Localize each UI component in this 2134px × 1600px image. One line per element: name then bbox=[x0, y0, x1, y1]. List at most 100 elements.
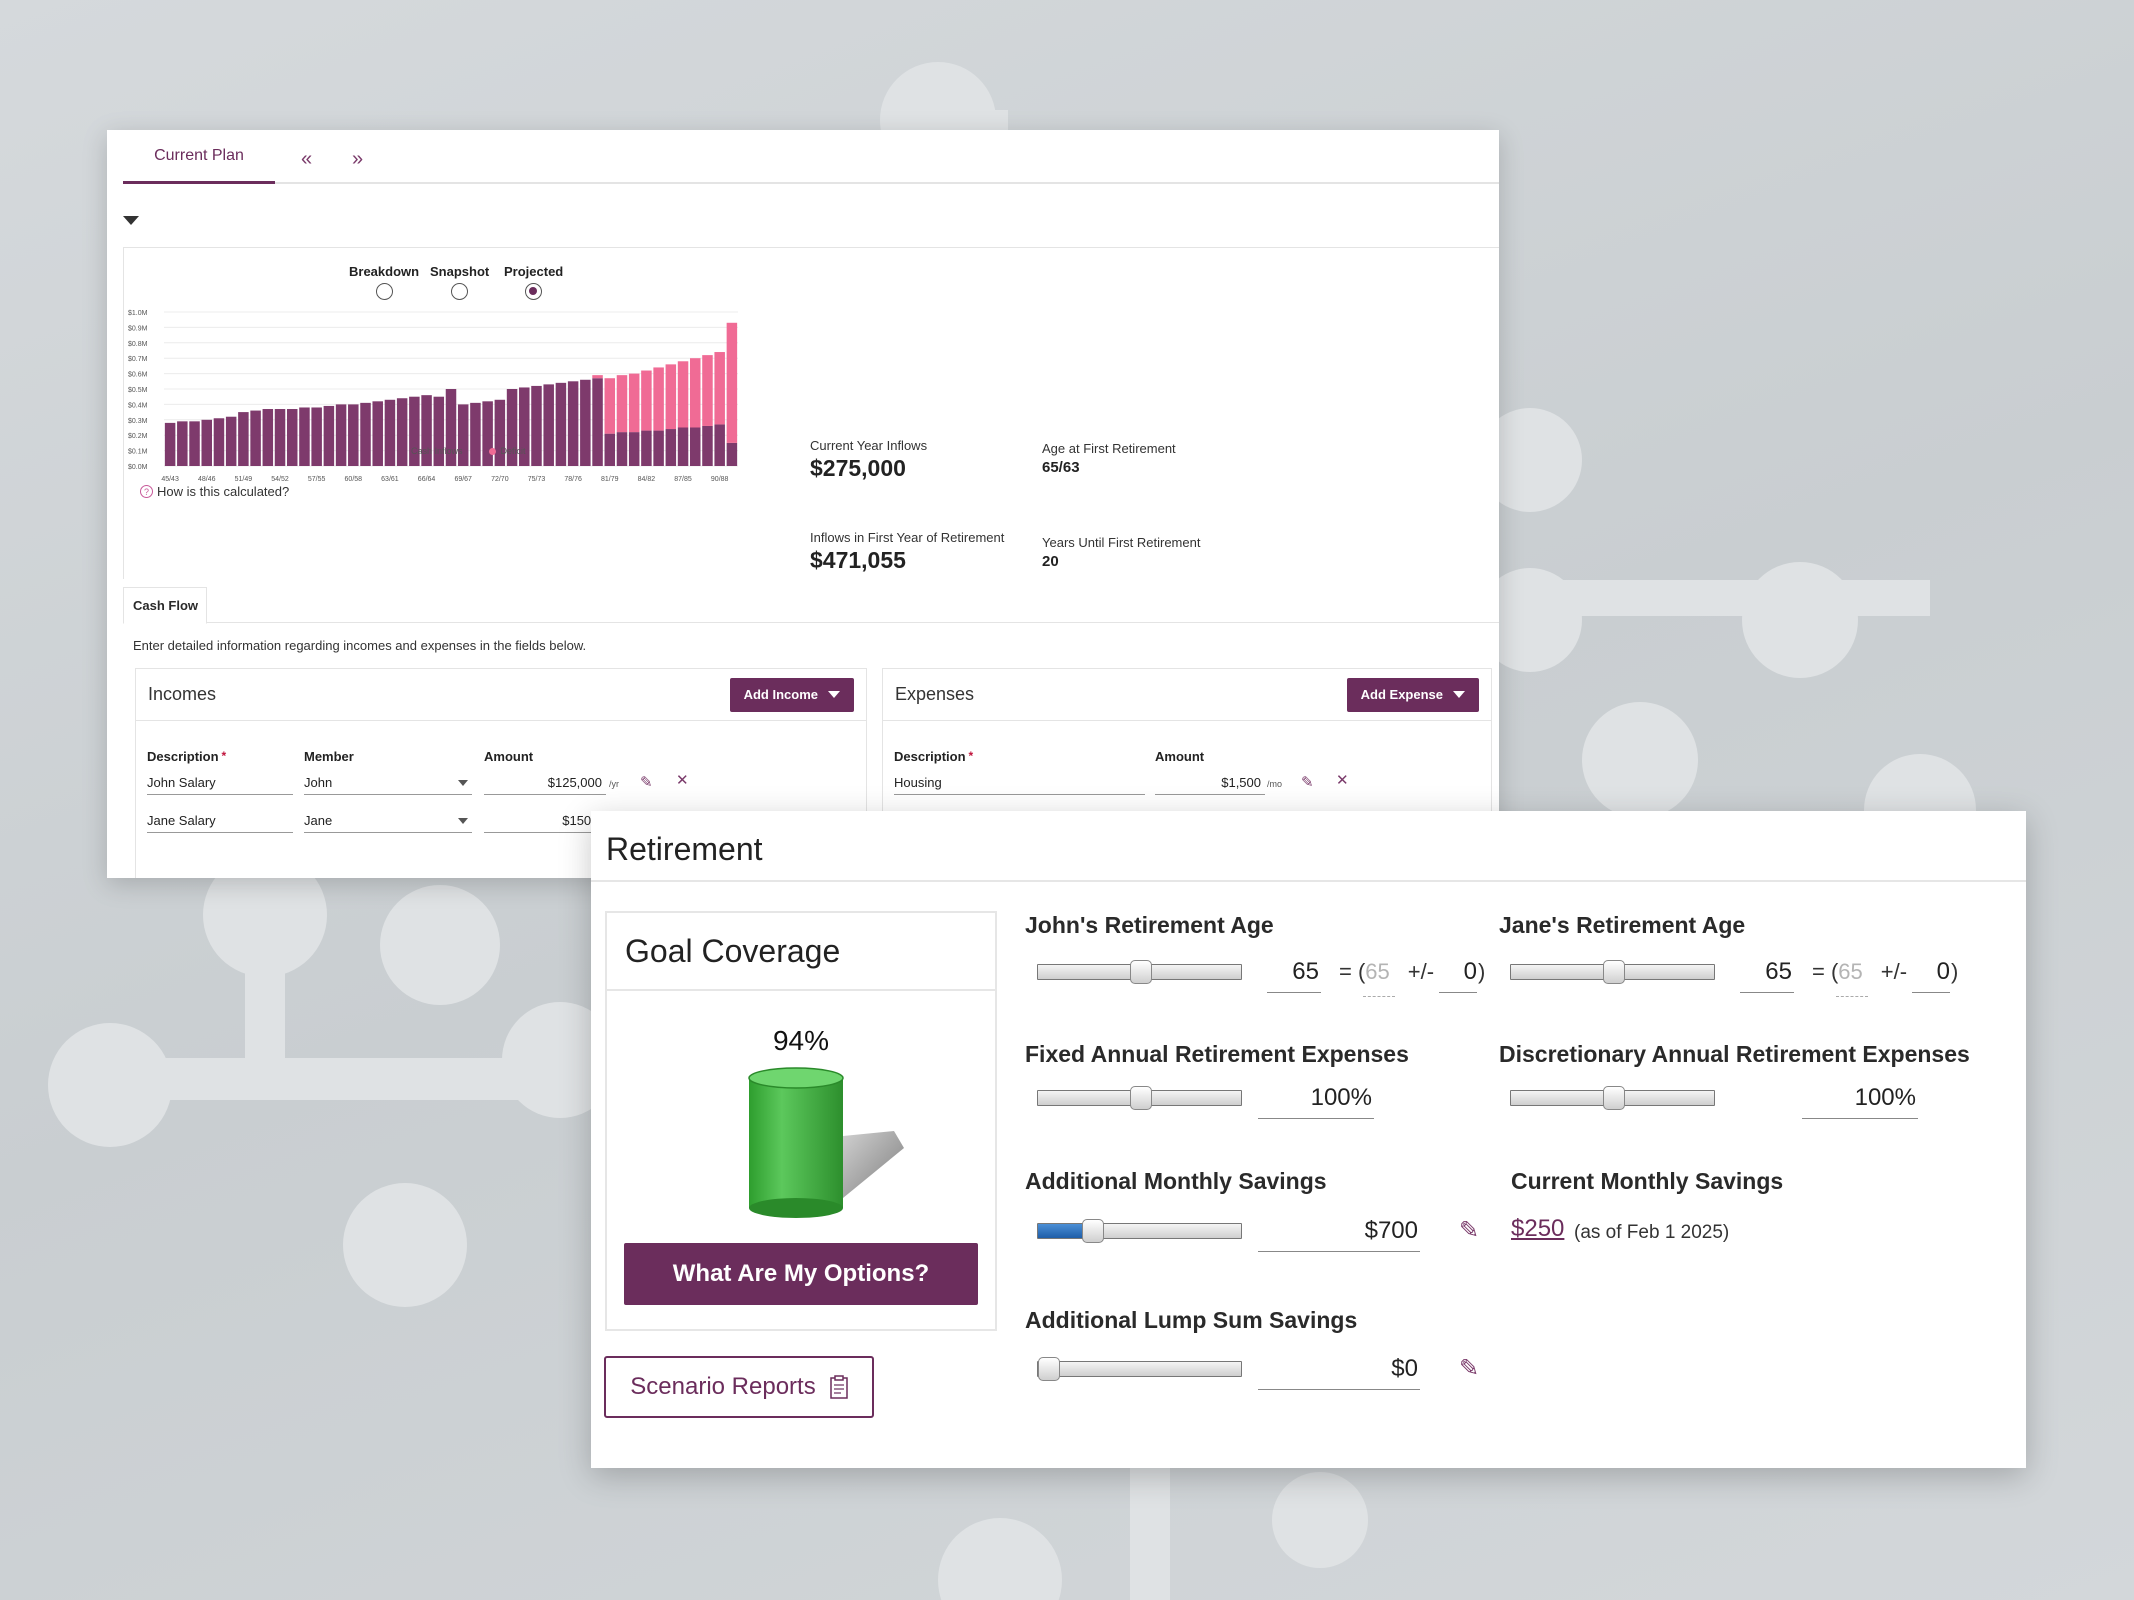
lump-sum-slider-handle[interactable] bbox=[1038, 1357, 1060, 1381]
edit-monthly-savings-icon[interactable]: ✎ bbox=[1459, 1217, 1480, 1244]
next-tab-icon[interactable]: » bbox=[352, 148, 364, 170]
col-amount: Amount bbox=[484, 749, 534, 764]
jane-age-base-underline bbox=[1836, 996, 1868, 997]
how-calculated-link[interactable]: ? How is this calculated? bbox=[140, 484, 289, 499]
radio-breakdown[interactable]: Breakdown bbox=[349, 264, 419, 300]
radio-snapshot-circle[interactable] bbox=[451, 283, 469, 300]
bar-deficit bbox=[702, 355, 713, 426]
bar-cash-inflows bbox=[335, 404, 347, 466]
radio-breakdown-label: Breakdown bbox=[349, 264, 420, 279]
income-member-select[interactable]: Jane bbox=[304, 809, 472, 833]
lump-sum-input[interactable]: $0 bbox=[1258, 1348, 1420, 1390]
edit-income-icon[interactable]: ✎ bbox=[640, 774, 653, 791]
bar-cash-inflows bbox=[384, 399, 396, 466]
chart-legend: Cash Inflows Deficit bbox=[399, 446, 526, 456]
help-icon: ? bbox=[140, 485, 153, 498]
jane-age-slider-handle[interactable] bbox=[1602, 960, 1625, 984]
monthly-savings-slider[interactable] bbox=[1037, 1219, 1242, 1243]
jane-age-slider[interactable] bbox=[1510, 960, 1715, 984]
inflows-first-year-value: $471,055 bbox=[810, 547, 906, 573]
john-age-equation: = (65 +/- bbox=[1339, 959, 1435, 984]
discretionary-expenses-input[interactable]: 100% bbox=[1802, 1077, 1918, 1119]
expense-description-input[interactable]: Housing bbox=[894, 771, 1145, 795]
monthly-savings-input[interactable]: $700 bbox=[1258, 1210, 1420, 1252]
bar-cash-inflows bbox=[726, 442, 738, 466]
lump-sum-slider[interactable] bbox=[1037, 1357, 1242, 1381]
collapse-caret-icon[interactable] bbox=[123, 216, 139, 225]
john-age-slider-handle[interactable] bbox=[1129, 960, 1152, 984]
radio-snapshot[interactable]: Snapshot bbox=[430, 264, 489, 300]
jane-age-adjust-input[interactable]: 0 bbox=[1912, 951, 1950, 993]
fixed-expenses-slider-handle[interactable] bbox=[1129, 1086, 1152, 1110]
add-expense-button[interactable]: Add Expense bbox=[1346, 677, 1479, 712]
bar-cash-inflows bbox=[628, 432, 640, 466]
bar-deficit bbox=[690, 358, 701, 428]
y-tick-label: $0.0M bbox=[128, 464, 148, 471]
x-tick-label: 75/73 bbox=[528, 476, 546, 483]
plan-tabs: Current Plan « » bbox=[123, 130, 1499, 184]
bar-cash-inflows bbox=[409, 396, 420, 466]
fixed-expenses-slider[interactable] bbox=[1037, 1086, 1242, 1110]
radio-projected[interactable]: Projected bbox=[504, 264, 563, 300]
delete-expense-icon[interactable]: ✕ bbox=[1336, 772, 1349, 789]
bar-cash-inflows bbox=[702, 425, 713, 466]
current-savings-label: Current Monthly Savings bbox=[1511, 1168, 1784, 1194]
age-first-retirement-value: 65/63 bbox=[1042, 459, 1080, 476]
caret-down-icon bbox=[1453, 691, 1465, 698]
bar-cash-inflows bbox=[323, 405, 335, 466]
expense-amount-input[interactable]: $1,500 bbox=[1155, 771, 1265, 795]
income-description-input[interactable]: Jane Salary bbox=[147, 809, 293, 833]
income-description-input[interactable]: John Salary bbox=[147, 771, 293, 795]
goal-coverage-title: Goal Coverage bbox=[607, 913, 995, 991]
document-icon bbox=[829, 1375, 848, 1399]
bar-cash-inflows bbox=[250, 410, 261, 466]
radio-projected-circle[interactable] bbox=[525, 283, 543, 300]
john-age-close-paren: ) bbox=[1478, 959, 1486, 984]
income-member-select[interactable]: John bbox=[304, 771, 472, 795]
delete-income-icon[interactable]: ✕ bbox=[676, 772, 689, 789]
radio-breakdown-circle[interactable] bbox=[375, 283, 393, 300]
john-age-input[interactable]: 65 bbox=[1267, 951, 1321, 993]
bar-cash-inflows bbox=[470, 402, 481, 466]
jane-age-input[interactable]: 65 bbox=[1740, 951, 1794, 993]
bar-deficit bbox=[677, 361, 689, 428]
fixed-expenses-input[interactable]: 100% bbox=[1258, 1077, 1374, 1119]
edit-expense-icon[interactable]: ✎ bbox=[1301, 774, 1314, 791]
monthly-savings-slider-handle[interactable] bbox=[1081, 1219, 1104, 1243]
income-amount-input[interactable]: $150,0 bbox=[484, 809, 606, 833]
income-amount-input[interactable]: $125,000 bbox=[484, 771, 606, 795]
discretionary-expenses-slider[interactable] bbox=[1510, 1086, 1715, 1110]
bar-cash-inflows bbox=[189, 421, 200, 466]
scenario-reports-label: Scenario Reports bbox=[630, 1373, 816, 1400]
x-tick-label: 87/85 bbox=[674, 476, 692, 483]
bar-deficit bbox=[714, 352, 725, 425]
expenses-box: Expenses Add Expense Description * Amount… bbox=[882, 668, 1492, 878]
john-age-slider[interactable] bbox=[1037, 960, 1242, 984]
tab-cash-flow[interactable]: Cash Flow bbox=[123, 587, 207, 624]
current-savings-link[interactable]: $250 bbox=[1511, 1215, 1565, 1242]
bar-cash-inflows bbox=[238, 412, 249, 466]
incomes-box: Incomes Add Income Description * Member A… bbox=[135, 668, 867, 878]
y-tick-label: $0.7M bbox=[128, 356, 148, 363]
bar-cash-inflows bbox=[690, 427, 701, 466]
edit-lump-sum-icon[interactable]: ✎ bbox=[1459, 1355, 1480, 1382]
jane-age-close-paren: ) bbox=[1951, 959, 1959, 984]
bar-cash-inflows bbox=[421, 395, 432, 466]
bar-cash-inflows bbox=[213, 418, 225, 466]
retirement-title: Retirement bbox=[606, 831, 763, 867]
bar-cash-inflows bbox=[360, 402, 371, 466]
bar-deficit bbox=[628, 373, 640, 433]
prev-tab-icon[interactable]: « bbox=[301, 148, 313, 170]
bar-cash-inflows bbox=[225, 416, 237, 466]
what-are-my-options-button[interactable]: What Are My Options? bbox=[624, 1243, 978, 1305]
bar-cash-inflows bbox=[494, 399, 506, 466]
discretionary-expenses-slider-handle[interactable] bbox=[1602, 1086, 1625, 1110]
scenario-reports-button[interactable]: Scenario Reports bbox=[604, 1356, 874, 1418]
how-calculated-text: How is this calculated? bbox=[157, 484, 290, 499]
x-tick-label: 63/61 bbox=[381, 476, 399, 483]
expenses-title: Expenses bbox=[895, 684, 975, 704]
add-income-button[interactable]: Add Income bbox=[729, 677, 854, 712]
x-tick-label: 72/70 bbox=[491, 476, 509, 483]
tab-current-plan[interactable]: Current Plan bbox=[123, 130, 275, 184]
john-age-adjust-input[interactable]: 0 bbox=[1439, 951, 1477, 993]
